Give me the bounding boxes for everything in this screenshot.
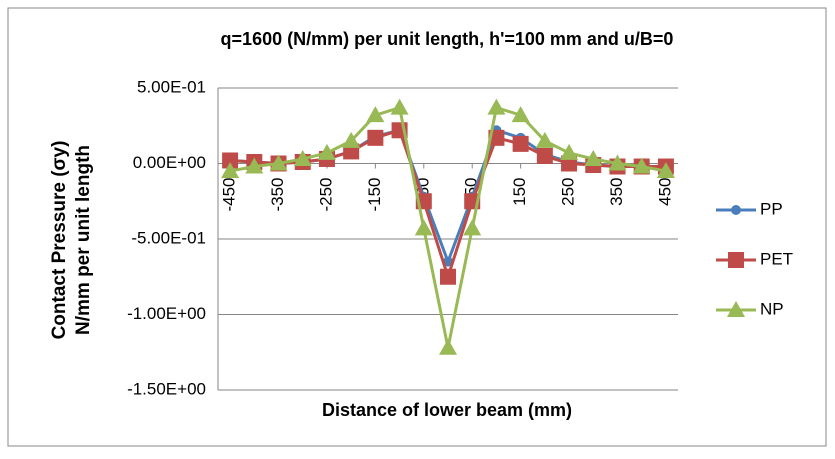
x-tick-label: -150 — [365, 178, 384, 212]
y-tick-label: -1.00E+00 — [127, 304, 206, 323]
data-point — [390, 98, 409, 115]
x-axis-label: Distance of lower beam (mm) — [322, 400, 572, 420]
data-point — [584, 149, 603, 166]
x-tick-label: 350 — [607, 178, 626, 206]
y-axis-label: N/mm per unit length — [73, 145, 94, 335]
data-point — [222, 152, 239, 169]
data-point — [440, 268, 456, 285]
data-point — [536, 147, 553, 164]
x-tick-label: -450 — [220, 178, 239, 212]
chart-border — [7, 7, 827, 447]
y-tick-label: 5.00E-01 — [137, 77, 206, 96]
data-point — [656, 162, 675, 179]
y-axis-label: Contact Pressure (σy) — [49, 141, 70, 340]
x-tick-label: 450 — [655, 178, 674, 206]
data-point — [487, 98, 506, 115]
data-point — [366, 106, 385, 123]
data-point — [511, 106, 530, 123]
data-point — [269, 154, 288, 171]
data-point — [293, 149, 312, 166]
data-point — [414, 219, 433, 236]
y-tick-label: -1.50E+00 — [127, 379, 206, 398]
y-tick-label: -5.00E-01 — [131, 228, 206, 247]
legend-label: PP — [760, 199, 783, 218]
legend-marker — [728, 252, 744, 268]
x-tick-label: 250 — [559, 178, 578, 206]
data-point — [245, 157, 264, 174]
legend-marker — [731, 205, 741, 215]
data-point — [317, 143, 336, 160]
data-point — [463, 219, 482, 236]
legend-label: NP — [760, 299, 784, 318]
y-tick-label: 0.00E+00 — [133, 153, 206, 172]
data-point — [560, 143, 579, 160]
legend-label: PET — [760, 249, 793, 268]
x-tick-label: -350 — [268, 178, 287, 212]
chart-title: q=1600 (N/mm) per unit length, h'=100 mm… — [221, 29, 674, 49]
data-point — [512, 135, 529, 152]
data-point — [342, 131, 361, 148]
data-point — [632, 157, 651, 174]
data-point — [535, 131, 554, 148]
data-point — [608, 154, 627, 171]
legend-marker — [727, 301, 745, 317]
x-tick-label: 150 — [510, 178, 529, 206]
data-point — [439, 338, 457, 355]
data-point — [221, 162, 240, 179]
data-point — [367, 129, 384, 146]
x-tick-label: -250 — [316, 178, 335, 212]
